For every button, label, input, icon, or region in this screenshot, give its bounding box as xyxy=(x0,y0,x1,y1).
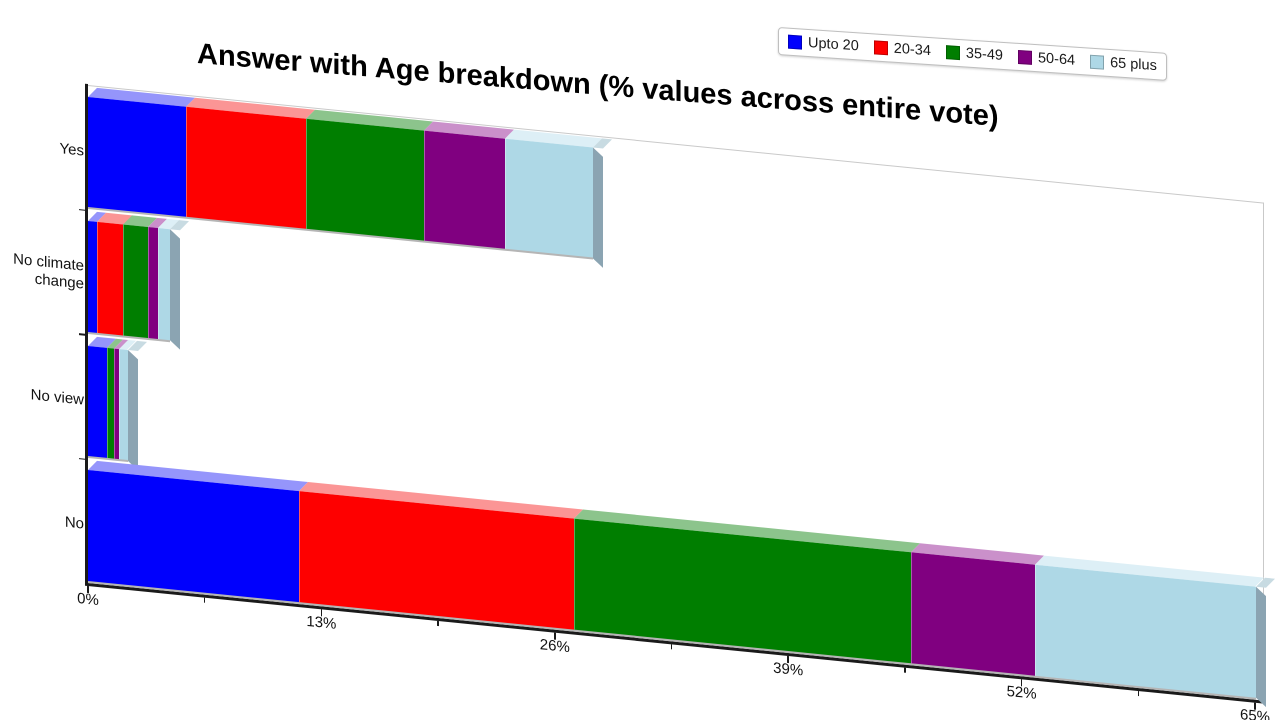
bar-end-cap xyxy=(170,229,180,349)
legend-swatch-icon xyxy=(1090,54,1105,70)
legend-item-4[interactable]: 50-64 xyxy=(1017,49,1076,69)
bar-segment-no-view-65-plus[interactable] xyxy=(119,348,128,460)
legend-swatch-icon xyxy=(945,45,960,61)
x-axis-minor-tick xyxy=(1137,690,1140,696)
bar-segment-no-climate-change-35-49[interactable] xyxy=(123,224,149,338)
x-axis-tick-label: 26% xyxy=(539,636,570,657)
legend-item-label: 65 plus xyxy=(1110,55,1157,75)
y-axis-tick xyxy=(79,333,85,336)
plot-wrap: 0% 13% 26% 39% 52% 65% Yes No climate change No v… xyxy=(13,0,1275,720)
y-category-label: Yes xyxy=(59,139,84,160)
y-axis-tick xyxy=(79,208,85,211)
x-axis-minor-tick xyxy=(670,643,673,649)
bar-segment-no-climate-change-65-plus[interactable] xyxy=(158,228,171,340)
y-category-label: No climate change xyxy=(13,250,84,293)
legend-item-label: Upto 20 xyxy=(808,34,859,55)
x-axis-tick-label: 39% xyxy=(773,659,804,680)
bar-end-cap xyxy=(1255,586,1266,707)
legend-swatch-icon xyxy=(788,34,802,50)
legend-item-5[interactable]: 65 plus xyxy=(1090,54,1157,74)
bar-segment-yes-upto-20[interactable] xyxy=(88,96,187,217)
bar-segment-no-view-35-49[interactable] xyxy=(107,347,114,459)
bar-end-cap xyxy=(593,147,603,267)
y-category-label: No xyxy=(64,513,84,533)
x-axis-tick-label: 13% xyxy=(306,612,337,633)
x-axis-tick-label: 52% xyxy=(1006,682,1037,703)
legend-item-label: 35-49 xyxy=(965,45,1003,64)
bar-segment-no-view-upto-20[interactable] xyxy=(88,345,108,458)
bar-segment-no-climate-change-20-34[interactable] xyxy=(96,221,124,336)
legend-swatch-icon xyxy=(873,40,888,56)
legend-item-label: 50-64 xyxy=(1037,50,1076,69)
bar-end-cap xyxy=(127,349,138,469)
bar-segment-no-climate-change-upto-20[interactable] xyxy=(88,221,97,333)
bar-segment-yes-35-49[interactable] xyxy=(306,118,425,241)
x-axis-minor-tick xyxy=(203,597,206,603)
y-category-label: No view xyxy=(30,385,84,409)
legend-item-label: 20-34 xyxy=(893,40,931,60)
legend: Upto 20 20-34 35-49 50-64 65 plus xyxy=(778,27,1167,81)
y-axis-tick xyxy=(79,457,85,460)
bar-segment-no-climate-change-50-64[interactable] xyxy=(148,227,159,339)
legend-item-1[interactable]: Upto 20 xyxy=(788,34,859,55)
bar-segment-yes-65-plus[interactable] xyxy=(505,138,594,258)
bar-segment-yes-50-64[interactable] xyxy=(424,130,506,249)
legend-item-2[interactable]: 20-34 xyxy=(873,39,931,60)
x-axis-minor-tick xyxy=(904,667,906,673)
bar-segment-no-65-plus[interactable] xyxy=(1035,564,1256,698)
bar-segment-no-50-64[interactable] xyxy=(911,552,1036,676)
bar-segment-yes-20-34[interactable] xyxy=(186,106,307,229)
x-axis-tick-label: 65% xyxy=(1239,706,1271,720)
x-axis-minor-tick xyxy=(437,620,439,626)
bar-segment-no-upto-20[interactable] xyxy=(88,470,300,602)
legend-item-3[interactable]: 35-49 xyxy=(945,44,1003,64)
x-axis-tick-label: 0% xyxy=(77,589,99,610)
legend-swatch-icon xyxy=(1017,49,1032,65)
